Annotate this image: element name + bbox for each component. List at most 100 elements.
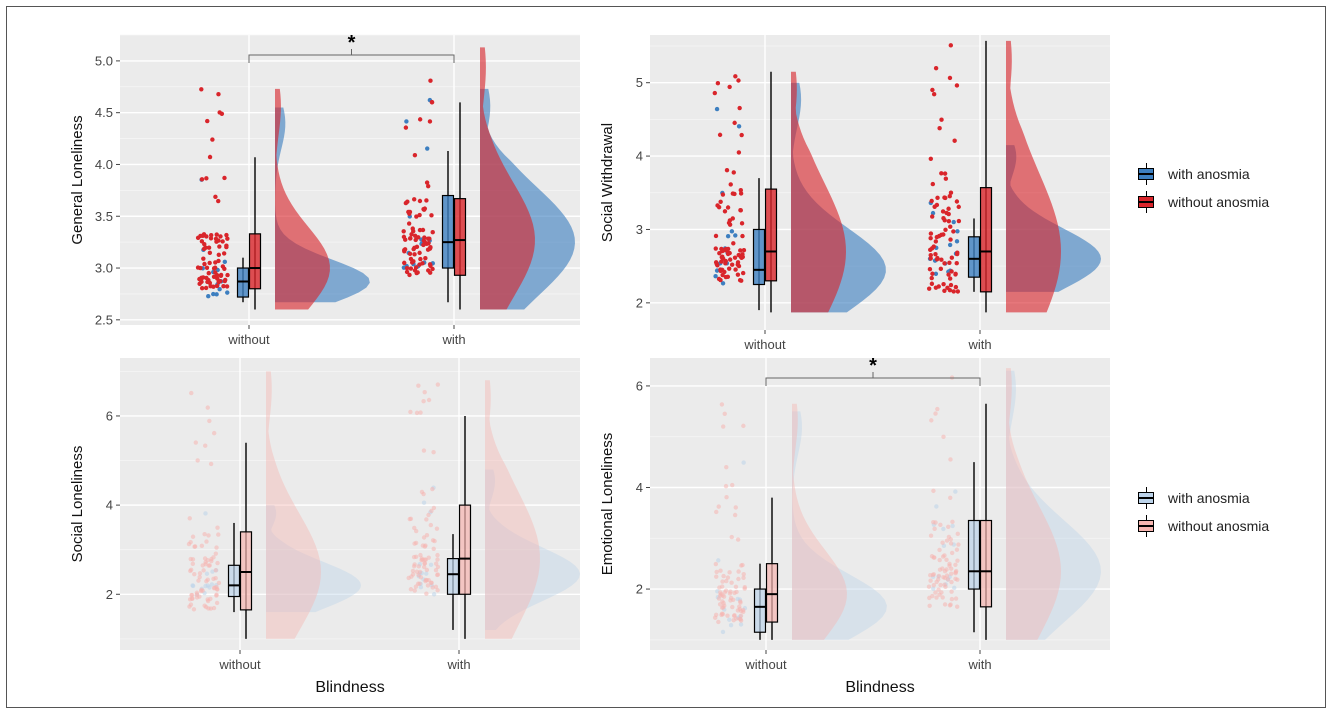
legend-key-without-anosmia bbox=[1136, 191, 1158, 213]
data-point bbox=[413, 237, 418, 243]
data-point bbox=[937, 567, 943, 572]
data-point bbox=[206, 563, 211, 568]
x-tick-label: without bbox=[227, 332, 270, 347]
density-without-anosmia bbox=[485, 380, 540, 639]
data-point bbox=[429, 580, 434, 585]
data-point bbox=[741, 460, 746, 465]
data-point bbox=[712, 90, 718, 96]
data-point bbox=[205, 279, 210, 285]
data-point bbox=[424, 180, 430, 185]
data-point bbox=[725, 613, 730, 618]
data-point bbox=[933, 239, 939, 244]
data-point bbox=[733, 505, 738, 510]
data-point bbox=[426, 512, 431, 518]
box-with-anosmia bbox=[441, 194, 455, 269]
legend-top: with anosmia without anosmia bbox=[1136, 160, 1269, 216]
data-point bbox=[218, 234, 223, 239]
data-point bbox=[725, 274, 731, 280]
data-point bbox=[941, 526, 946, 532]
data-point bbox=[217, 287, 222, 292]
data-point bbox=[408, 409, 413, 415]
data-point bbox=[424, 577, 429, 583]
density-without-anosmia bbox=[791, 71, 846, 313]
data-point bbox=[416, 572, 421, 578]
data-point bbox=[727, 591, 733, 596]
data-point bbox=[730, 604, 735, 610]
data-point bbox=[930, 87, 935, 93]
box-without-anosmia bbox=[458, 504, 472, 595]
data-point bbox=[936, 587, 941, 592]
data-point bbox=[203, 604, 209, 610]
data-point bbox=[192, 544, 198, 549]
data-point bbox=[735, 272, 741, 277]
data-point bbox=[949, 589, 954, 594]
data-point bbox=[931, 244, 936, 249]
data-point bbox=[949, 550, 955, 556]
data-point bbox=[199, 543, 205, 549]
density-without-anosmia bbox=[1006, 40, 1061, 313]
box-without-anosmia bbox=[453, 198, 467, 276]
box-without-anosmia bbox=[765, 563, 779, 623]
data-point bbox=[933, 251, 938, 257]
data-point bbox=[738, 187, 743, 193]
data-point bbox=[929, 281, 935, 286]
data-point bbox=[417, 250, 422, 256]
data-point bbox=[213, 236, 219, 242]
data-point bbox=[949, 596, 955, 602]
data-point bbox=[928, 256, 933, 261]
data-point bbox=[409, 260, 415, 265]
data-point bbox=[729, 229, 735, 234]
data-point bbox=[736, 576, 741, 582]
y-tick-label: 3 bbox=[636, 222, 643, 237]
data-point bbox=[412, 541, 417, 546]
data-point bbox=[735, 608, 741, 613]
density-without-anosmia bbox=[275, 88, 330, 310]
data-point bbox=[428, 78, 433, 83]
box-without-anosmia bbox=[979, 187, 993, 293]
data-point bbox=[716, 596, 722, 601]
legend-label: without anosmia bbox=[1168, 194, 1270, 210]
data-point bbox=[726, 220, 732, 226]
data-point bbox=[427, 236, 432, 241]
box-without-anosmia bbox=[248, 233, 262, 290]
data-point bbox=[713, 260, 719, 265]
data-point bbox=[733, 233, 738, 238]
data-point bbox=[948, 224, 953, 229]
data-point bbox=[216, 198, 221, 204]
plot-background bbox=[120, 358, 580, 650]
data-point bbox=[953, 562, 958, 567]
data-point bbox=[948, 495, 953, 500]
data-point bbox=[926, 286, 932, 291]
data-point bbox=[956, 218, 962, 224]
data-point bbox=[741, 572, 746, 577]
data-point bbox=[723, 483, 729, 489]
data-point bbox=[405, 199, 410, 204]
data-point bbox=[216, 252, 222, 257]
data-point bbox=[202, 261, 207, 267]
data-point bbox=[434, 526, 440, 531]
data-point bbox=[407, 236, 413, 241]
data-point bbox=[199, 87, 204, 92]
data-point bbox=[733, 267, 738, 272]
data-point bbox=[187, 597, 193, 602]
data-point bbox=[189, 592, 194, 598]
data-point bbox=[948, 457, 953, 462]
data-point bbox=[209, 232, 214, 238]
data-point bbox=[933, 65, 939, 71]
data-point bbox=[211, 291, 216, 297]
y-tick-label: 2 bbox=[106, 587, 113, 602]
data-point bbox=[717, 585, 722, 590]
data-point bbox=[424, 517, 429, 522]
data-point bbox=[723, 261, 728, 266]
data-point bbox=[190, 583, 195, 588]
data-point bbox=[722, 411, 727, 417]
data-point bbox=[736, 252, 741, 258]
data-point bbox=[431, 546, 436, 552]
significance-marker: * bbox=[869, 355, 877, 377]
data-point bbox=[939, 590, 944, 595]
data-point bbox=[720, 192, 726, 197]
x-tick-label: without bbox=[218, 657, 261, 672]
data-point bbox=[407, 251, 413, 256]
data-point bbox=[194, 590, 200, 595]
y-tick-label: 3.5 bbox=[95, 209, 113, 224]
